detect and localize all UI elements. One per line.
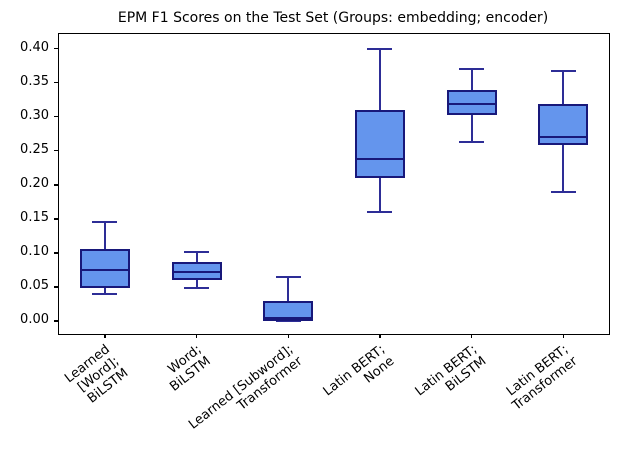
- whisker-upper-cap: [459, 68, 484, 71]
- y-axis-tick-labels: 0.00 0.05 0.10 0.15 0.20 0.25 0.30 0.35 0.40: [0, 33, 58, 333]
- x-tick-mark: [562, 334, 564, 338]
- whisker-upper-stem: [470, 69, 473, 91]
- whisker-upper-cap: [275, 275, 301, 278]
- y-tick-mark: [54, 184, 58, 186]
- x-tick-label: Latin BERT; Transformer: [503, 342, 581, 414]
- whisker-lower-stem: [378, 176, 381, 213]
- box-rect: [538, 104, 589, 145]
- whisker-upper-stem: [287, 276, 290, 302]
- plot-area: [54, 33, 610, 338]
- whisker-lower-cap: [459, 140, 484, 143]
- whisker-upper-stem: [195, 252, 198, 264]
- whisker-lower-stem: [195, 278, 198, 288]
- x-tick-label: Latin BERT; BiLSTM: [412, 342, 489, 400]
- y-tick-mark: [54, 82, 58, 84]
- box-rect: [263, 300, 314, 322]
- median-line: [173, 270, 220, 274]
- whisker-lower-stem: [562, 143, 565, 192]
- x-tick-label: Word; BiLSTM: [165, 342, 214, 395]
- y-tick-mark: [54, 320, 58, 322]
- x-tick-mark: [470, 334, 473, 338]
- median-line: [448, 102, 495, 105]
- y-tick-label: 0.00: [20, 312, 49, 328]
- chart-title: EPM F1 Scores on the Test Set (Groups: e…: [117, 10, 549, 26]
- x-axis-tick-labels: Learned [Word]; BiLSTM Word; BiLSTM Learne…: [58, 334, 608, 467]
- median-line: [540, 135, 587, 139]
- y-tick-label: 0.25: [20, 141, 49, 157]
- y-tick-mark: [54, 116, 58, 118]
- whisker-lower-stem: [470, 114, 473, 142]
- y-tick-label: 0.35: [20, 73, 49, 89]
- x-tick-mark: [104, 334, 106, 338]
- whisker-lower-cap: [184, 286, 209, 289]
- whisker-upper-cap: [184, 251, 209, 254]
- y-tick-mark: [54, 252, 58, 254]
- x-tick-label: Learned [Word]; BiLSTM: [62, 342, 132, 407]
- y-tick-label: 0.05: [20, 278, 49, 293]
- x-tick-mark: [195, 334, 198, 338]
- median-line: [356, 157, 403, 161]
- median-line: [81, 268, 128, 272]
- box-rect: [354, 109, 405, 178]
- whisker-lower-cap: [367, 211, 393, 214]
- y-tick-label: 0.15: [20, 209, 49, 225]
- whisker-upper-cap: [92, 220, 118, 223]
- whisker-lower-stem: [103, 287, 106, 295]
- whisker-lower-cap: [550, 190, 576, 193]
- y-tick-label: 0.40: [20, 39, 49, 55]
- y-tick-mark: [54, 150, 58, 152]
- y-tick-mark: [54, 48, 58, 50]
- whisker-upper-stem: [562, 71, 565, 106]
- median-line: [265, 317, 312, 320]
- y-tick-mark: [54, 286, 58, 288]
- x-tick-mark: [287, 334, 289, 338]
- box-rect: [446, 89, 497, 115]
- x-tick-label: Latin BERT; None: [320, 342, 398, 400]
- whisker-upper-stem: [103, 221, 106, 251]
- whisker-upper-cap: [367, 47, 393, 50]
- whisker-upper-stem: [378, 48, 381, 111]
- y-tick-label: 0.20: [20, 175, 49, 191]
- y-tick-label: 0.10: [20, 243, 49, 259]
- x-tick-mark: [379, 334, 381, 338]
- whisker-upper-cap: [550, 70, 576, 73]
- y-tick-mark: [54, 218, 58, 220]
- box-rect: [79, 249, 130, 288]
- whisker-lower-cap: [92, 293, 118, 296]
- y-tick-label: 0.30: [20, 107, 49, 123]
